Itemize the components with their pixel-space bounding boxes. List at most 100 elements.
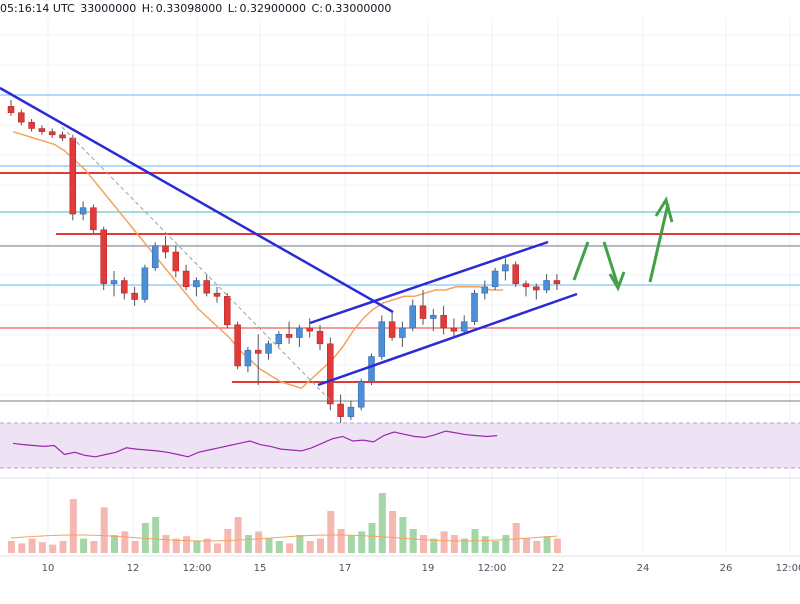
candle-body-3 [38, 128, 46, 132]
volume-bar-24 [255, 531, 263, 553]
channel-upper-line [309, 240, 549, 325]
candle-body-18 [193, 280, 200, 288]
candle-body-8 [90, 207, 97, 231]
header-close-label: C: [311, 2, 323, 15]
candle-body-19 [203, 280, 210, 294]
candle-body-49 [512, 264, 519, 284]
volume-bar-33 [347, 535, 355, 553]
up-arrow-2-stem [648, 203, 670, 283]
up-arrow-2-head [654, 196, 674, 223]
x-tick-label-3: 15 [254, 563, 267, 574]
x-tick-label-10: 12:00 [776, 563, 800, 574]
volume-bar-52 [543, 536, 551, 553]
volume-bar-36 [378, 493, 386, 553]
volume-bar-20 [214, 543, 221, 553]
volume-bar-17 [183, 536, 191, 553]
candle-body-29 [306, 327, 313, 332]
candle-body-40 [419, 305, 427, 319]
header-open: 33000000 [80, 2, 137, 15]
candle-body-36 [378, 321, 386, 357]
volume-bar-19 [203, 538, 211, 553]
candle-body-48 [502, 264, 509, 272]
candle-body-39 [409, 305, 416, 329]
rsi-panel [0, 422, 800, 479]
candle-body-12 [131, 292, 138, 300]
dashed-diagonal [61, 126, 331, 401]
volume-bar-35 [368, 523, 376, 553]
volume-bar-0 [8, 541, 15, 553]
x-tick-label-2: 12:00 [183, 563, 212, 574]
x-tick-label-9: 26 [720, 563, 733, 574]
candle-body-20 [213, 292, 221, 297]
candle-body-53 [553, 280, 561, 284]
candle-body-10 [110, 280, 118, 284]
x-tick-label-7: 22 [552, 563, 565, 574]
volume-bar-48 [502, 535, 510, 553]
candle-body-26 [275, 334, 283, 345]
volume-bar-11 [121, 531, 129, 553]
volume-bar-25 [265, 538, 273, 553]
candle-body-41 [430, 315, 437, 319]
volume-bar-40 [420, 535, 427, 553]
volume-bar-49 [512, 523, 520, 553]
volume-bar-14 [152, 517, 160, 553]
candle-body-46 [481, 286, 489, 294]
volume-bar-6 [69, 499, 77, 553]
volume-bar-22 [234, 517, 242, 553]
candle-body-9 [100, 229, 107, 284]
volume-bar-38 [399, 517, 407, 553]
volume-bar-3 [38, 542, 46, 553]
candle-body-47 [491, 270, 499, 288]
candle-body-17 [182, 270, 190, 288]
volume-ma-line [10, 534, 557, 542]
candle-body-2 [28, 121, 35, 129]
volume-bar-34 [358, 531, 366, 553]
volume-bar-42 [440, 531, 448, 553]
candle-body-32 [337, 403, 344, 417]
volume-bar-2 [28, 538, 36, 553]
rsi-band [0, 423, 800, 468]
volume-bars [8, 493, 561, 553]
ohlc-header: 05:16:14 UTC 33000000 H: 0.33098000 L: 0.3… [0, 2, 393, 15]
candle-body-5 [59, 134, 66, 139]
x-tick-label-6: 12:00 [478, 563, 507, 574]
candle-body-6 [69, 137, 77, 215]
volume-bar-10 [111, 535, 118, 553]
x-tick-label-1: 12 [127, 563, 140, 574]
candle-body-35 [368, 356, 375, 383]
candle-body-31 [327, 343, 334, 405]
x-tick-label-5: 19 [422, 563, 435, 574]
candle-body-24 [254, 349, 262, 354]
candle-body-22 [234, 324, 241, 367]
candle-body-28 [296, 327, 303, 338]
candle-body-38 [399, 327, 406, 338]
candle-body-33 [347, 406, 355, 417]
candle-body-21 [224, 296, 231, 326]
volume-bar-26 [275, 541, 283, 553]
volume-bar-30 [317, 538, 324, 553]
x-tick-label-0: 10 [42, 563, 55, 574]
candle-body-16 [172, 251, 180, 272]
rsi-line [12, 430, 498, 458]
bearish-trendline [0, 86, 394, 314]
header-high-label: H: [141, 2, 154, 15]
candle-body-13 [141, 267, 149, 300]
volume-bar-43 [450, 535, 458, 553]
volume-bar-9 [100, 507, 108, 553]
grid [0, 18, 800, 555]
candle-body-52 [543, 280, 550, 291]
candle-body-34 [357, 381, 365, 408]
trend-drawings [0, 86, 578, 401]
volume-bar-8 [90, 541, 98, 553]
volume-bar-12 [131, 541, 139, 553]
volume-bar-7 [80, 538, 88, 553]
candle-body-43 [450, 327, 458, 332]
candle-body-27 [285, 334, 293, 338]
candle-body-44 [460, 321, 468, 332]
candle-body-50 [522, 283, 530, 288]
x-axis: 10 12 12:00 15 17 19 12:00 22 24 26 12:00 [0, 555, 800, 574]
volume-bar-5 [59, 541, 67, 553]
volume-bar-31 [327, 511, 335, 553]
